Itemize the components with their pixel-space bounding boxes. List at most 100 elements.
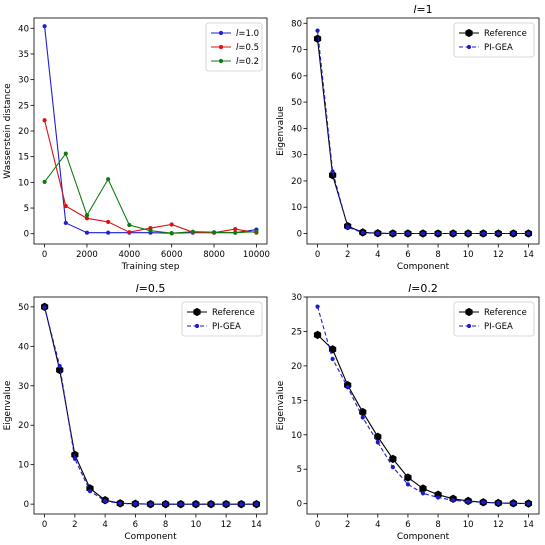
data-point-1 xyxy=(330,356,335,362)
chart-panel-eigen-l1: l=1 0 2 4 6 8 10 12 14 0 10 20 30 40 50 60 70 80 Component… xyxy=(276,3,540,272)
data-point-7 xyxy=(420,491,426,496)
data-point-10 xyxy=(466,231,471,236)
plot-frame xyxy=(306,17,540,245)
data-point-1 xyxy=(63,220,68,226)
x-tick-label: 0 xyxy=(315,520,320,530)
data-point-3 xyxy=(106,230,111,235)
data-point-0 xyxy=(42,179,47,184)
x-tick-label: 12 xyxy=(493,250,504,260)
chart-title: l=0.5 xyxy=(136,282,166,295)
x-tick-label: 6 xyxy=(133,520,138,530)
legend: Reference PI-GEA xyxy=(453,301,535,337)
series-line-Reference xyxy=(317,38,529,235)
data-point-legend xyxy=(218,58,224,64)
data-point-13 xyxy=(511,231,516,236)
x-axis-label: Component xyxy=(397,262,450,272)
data-point-3 xyxy=(87,489,93,494)
data-point-7 xyxy=(190,229,195,234)
data-point-9 xyxy=(451,231,456,236)
x-tick-label: 10000 xyxy=(243,250,270,260)
series-Reference xyxy=(313,330,533,508)
y-tick-label: 30 xyxy=(291,151,302,161)
data-point-2 xyxy=(84,216,90,221)
y-tick-label: 50 xyxy=(18,303,29,313)
legend-label-Reference: Reference xyxy=(212,308,255,318)
data-point-2 xyxy=(72,456,77,461)
x-tick-label: 14 xyxy=(251,520,262,530)
data-point-11 xyxy=(481,231,486,236)
data-point-5 xyxy=(390,465,395,470)
y-axis-label: Wasserstein distance xyxy=(3,83,13,179)
data-point-1 xyxy=(63,203,68,209)
data-point-6 xyxy=(133,501,138,506)
y-tick-label: 15 xyxy=(18,153,29,163)
legend-label-PI-GEA: PI-GEA xyxy=(484,43,513,53)
data-point-7 xyxy=(420,231,426,236)
legend-box xyxy=(453,22,535,58)
y-tick-label: 20 xyxy=(291,177,302,187)
y-tick-label: 20 xyxy=(18,421,29,431)
data-point-1 xyxy=(328,170,337,180)
x-tick-label: 12 xyxy=(221,520,232,530)
data-point-2 xyxy=(84,213,90,218)
series-PI-GEA xyxy=(42,305,259,507)
y-tick-label: 50 xyxy=(291,98,302,108)
data-point-13 xyxy=(239,502,244,507)
data-point-4 xyxy=(375,440,380,445)
y-tick-label: 30 xyxy=(291,293,302,303)
data-point-legend xyxy=(218,44,224,50)
data-point-12 xyxy=(496,500,501,506)
data-point-4 xyxy=(375,231,380,236)
data-point-0 xyxy=(42,305,47,310)
data-point-9 xyxy=(233,227,238,232)
y-axis-label: Eigenvalue xyxy=(276,380,286,430)
x-tick-label: 6000 xyxy=(161,250,183,260)
data-point-5 xyxy=(118,501,123,506)
data-point-4 xyxy=(127,230,132,235)
series-line-PI-GEA xyxy=(44,307,257,505)
data-point-4 xyxy=(103,498,108,504)
data-point-2 xyxy=(345,385,350,390)
legend-label-PI-GEA: PI-GEA xyxy=(212,322,241,332)
chart-panel-eigen-l05: l=0.5 0 2 4 6 8 10 12 14 0 10 20 30 40 50 Component Eige… xyxy=(3,282,268,542)
y-tick-label: 10 xyxy=(18,178,29,188)
y-tick-label: 40 xyxy=(291,124,302,134)
series-line-l=0.5 xyxy=(44,120,257,234)
x-tick-label: 14 xyxy=(523,250,534,260)
x-axis-label: Component xyxy=(124,532,177,542)
series-l=0.5 xyxy=(42,118,259,235)
y-tick-label: 10 xyxy=(291,203,302,213)
data-point-11 xyxy=(481,500,486,505)
legend-label-l=0.2: l=0.2 xyxy=(236,57,259,67)
series-line-Reference xyxy=(317,334,529,505)
legend-label-PI-GEA: PI-GEA xyxy=(484,322,513,332)
data-point-3 xyxy=(106,219,111,225)
x-tick-label: 0 xyxy=(42,250,47,260)
data-point-10 xyxy=(466,499,471,504)
chart-title: l=0.2 xyxy=(408,282,438,295)
data-point-6 xyxy=(405,482,411,487)
data-point-4 xyxy=(127,222,132,228)
data-point-legend xyxy=(465,28,473,38)
data-point-5 xyxy=(148,228,153,233)
x-tick-label: 8000 xyxy=(203,250,225,260)
legend-box xyxy=(453,301,535,337)
data-point-legend xyxy=(466,323,472,329)
x-tick-label: 6 xyxy=(405,250,410,260)
data-point-12 xyxy=(224,502,229,507)
data-point-0 xyxy=(42,24,47,29)
x-tick-label: 12 xyxy=(493,520,504,530)
x-tick-label: 4 xyxy=(375,250,380,260)
data-point-0 xyxy=(42,118,47,123)
series-line-l=0.2 xyxy=(44,152,257,234)
x-tick-label: 6 xyxy=(405,520,410,530)
x-tick-label: 4000 xyxy=(118,250,140,260)
data-point-9 xyxy=(451,498,456,503)
data-point-6 xyxy=(405,231,411,236)
data-point-6 xyxy=(404,473,412,482)
data-point-9 xyxy=(178,502,183,507)
series-line-PI-GEA xyxy=(317,30,529,235)
data-point-legend xyxy=(465,307,473,317)
y-tick-label: 10 xyxy=(291,431,302,441)
